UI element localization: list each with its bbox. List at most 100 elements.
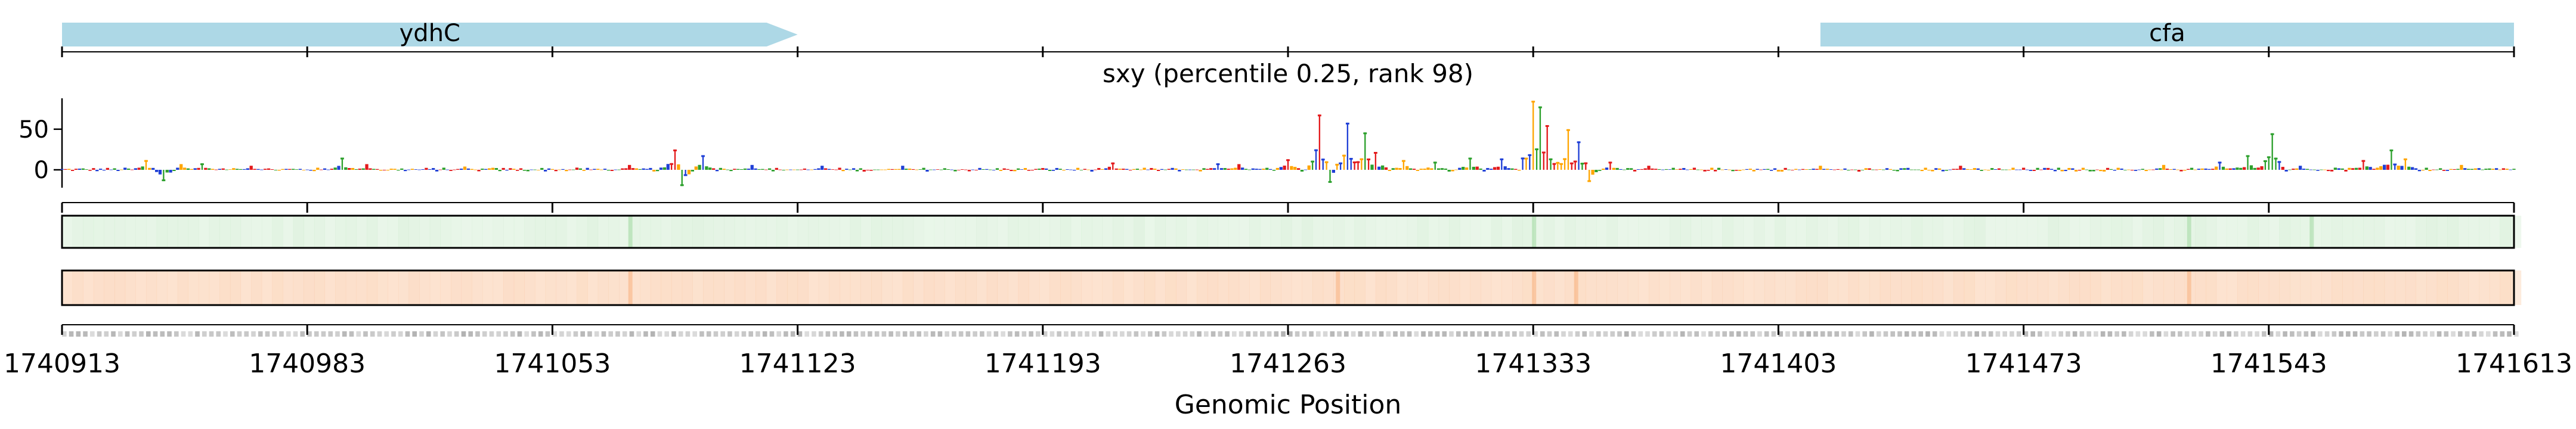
sequence-base: [1799, 331, 1804, 337]
orange-track-cell: [2016, 271, 2027, 305]
green-track-cell: [1176, 216, 1187, 248]
orange-track-cell: [419, 271, 431, 305]
logo-letter: [2320, 169, 2323, 170]
orange-track-cell: [986, 271, 998, 305]
orange-track-cell: [114, 271, 126, 305]
logo-letter: [989, 169, 992, 170]
sequence-base: [2199, 331, 2203, 337]
logo-letter: [964, 169, 968, 170]
orange-track-cell: [1449, 271, 1460, 305]
sequence-base: [1400, 331, 1405, 337]
logo-letter: [1689, 169, 1693, 170]
logo-letter: [2425, 167, 2428, 170]
logo-letter: [1402, 160, 1405, 170]
orange-track-cell: [556, 271, 567, 305]
logo-letter: [1507, 168, 1510, 170]
sequence-base: [300, 331, 305, 337]
logo-letter: [662, 167, 667, 170]
orange-track-cell: [871, 271, 883, 305]
sequence-base: [440, 331, 445, 337]
logo-letter: [1993, 169, 1998, 170]
orange-track-cell: [1218, 271, 1229, 305]
logo-letter: [1114, 168, 1118, 170]
green-track-cell: [776, 216, 788, 248]
logo-letter: [1836, 169, 1840, 170]
logo-letter: [2488, 168, 2491, 170]
orange-track-cell: [745, 271, 756, 305]
orange-track-cell: [2352, 271, 2364, 305]
logo-letter-cap: [2246, 155, 2250, 157]
logo-letter: [939, 169, 943, 170]
logo-letter: [1668, 169, 1671, 170]
logo-letter: [1191, 169, 1196, 170]
orange-track-cell: [493, 271, 504, 305]
orange-track-cell: [1428, 271, 1439, 305]
sequence-base: [1603, 331, 1608, 337]
orange-track-cell: [230, 271, 242, 305]
orange-track-cell: [2510, 271, 2522, 305]
logo-letter: [1571, 162, 1572, 170]
logo-letter: [670, 163, 673, 170]
logo-letter: [1832, 169, 1837, 170]
green-track-cell: [1901, 216, 1912, 248]
logo-letter: [600, 169, 603, 170]
sequence-base: [1343, 331, 1349, 337]
sequence-base: [342, 331, 347, 337]
green-track-cell: [2332, 216, 2343, 248]
sequence-base: [1526, 331, 1531, 337]
logo-letter: [1454, 169, 1458, 170]
green-track-cell: [2479, 216, 2490, 248]
orange-track-cell: [1984, 271, 1996, 305]
logo-letter: [1384, 167, 1388, 170]
sequence-base: [503, 331, 508, 337]
logo-letter-cap: [144, 160, 148, 162]
sequence-base: [216, 331, 221, 337]
sequence-base: [930, 331, 936, 337]
logo-letter: [1647, 166, 1651, 170]
logo-letter: [813, 169, 817, 170]
sequence-base: [111, 331, 116, 337]
logo-letter: [2428, 170, 2432, 172]
sequence-base: [510, 331, 515, 337]
logo-letter: [1997, 168, 2001, 170]
green-track-cell: [2163, 216, 2175, 248]
sequence-base: [1057, 331, 1061, 337]
orange-track-cell: [1438, 271, 1450, 305]
sequence-base: [1315, 331, 1321, 337]
green-track-cell: [2436, 216, 2448, 248]
green-track-cell: [1270, 216, 1281, 248]
orange-track-highlight: [1532, 271, 1537, 305]
green-track-cell: [83, 216, 94, 248]
sequence-base: [657, 331, 662, 337]
orange-track-cell: [1670, 271, 1681, 305]
orange-track-cell: [2237, 271, 2249, 305]
green-track-cell: [913, 216, 924, 248]
sequence-base: [776, 331, 781, 337]
sequence-base: [398, 331, 403, 337]
x-axis-tick-label: 1741543: [2210, 349, 2327, 379]
logo-letter: [1787, 169, 1791, 170]
logo-letter: [92, 168, 95, 170]
logo-letter: [522, 170, 527, 171]
green-track-cell: [377, 216, 388, 248]
green-track-cell: [419, 216, 431, 248]
orange-track-cell: [261, 271, 273, 305]
logo-letter: [901, 166, 905, 170]
logo-letter: [1107, 166, 1111, 170]
sequence-base: [517, 331, 522, 337]
sequence-base: [62, 331, 67, 337]
logo-letter: [1843, 168, 1847, 170]
green-track-cell: [2195, 216, 2206, 248]
logo-letter: [631, 168, 635, 170]
logo-letter: [1959, 166, 1962, 170]
logo-letter: [351, 167, 355, 170]
logo-letter: [1412, 169, 1416, 170]
sequence-base: [1988, 331, 1993, 337]
logo-letter: [897, 169, 901, 170]
orange-track-cell: [965, 271, 977, 305]
sequence-base: [784, 331, 788, 337]
logo-letter: [326, 169, 330, 170]
logo-letter: [2120, 168, 2123, 170]
orange-track-cell: [2458, 271, 2469, 305]
